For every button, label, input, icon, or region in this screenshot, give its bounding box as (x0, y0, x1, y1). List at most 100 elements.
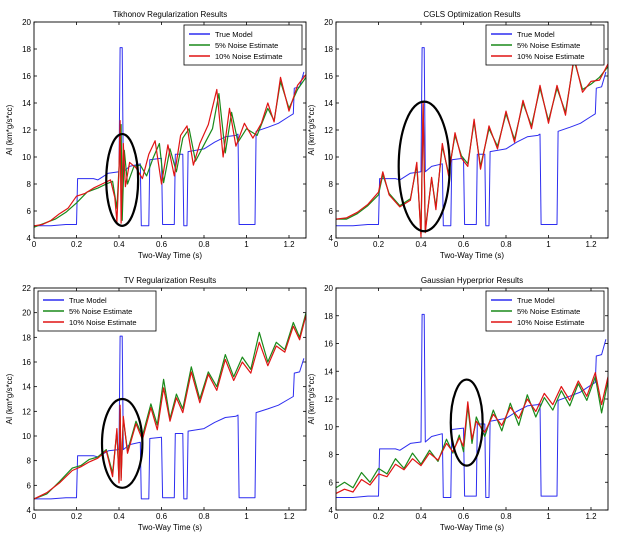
y-tick-label: 12 (324, 126, 333, 135)
legend-label: True Model (215, 30, 253, 39)
series-group (336, 313, 608, 498)
chart-3: 0 0.2 0.4 0.6 0.8 1 1.2 4 6 8 10 12 14 16 18 20 22 TV Reg… (5, 276, 307, 532)
y-tick-label: 22 (22, 284, 31, 293)
x-tick-label: 1 (546, 512, 551, 521)
chart-title: TV Regularization Results (124, 276, 216, 285)
y-tick-label: 4 (329, 234, 334, 243)
chart-4: 0 0.2 0.4 0.6 0.8 1 1.2 4 6 8 10 12 14 16 18 20 Gaussian… (307, 276, 609, 532)
highlight-ellipse (100, 397, 144, 489)
x-tick-label: 1.2 (283, 240, 295, 249)
y-tick-label: 20 (324, 18, 333, 27)
x-axis-label: Two-Way Time (s) (440, 523, 504, 532)
y-tick-label: 12 (22, 407, 31, 416)
x-tick-label: 0.8 (500, 240, 512, 249)
y-tick-label: 16 (22, 72, 31, 81)
legend-label: 5% Noise Estimate (69, 307, 132, 316)
series-line-1 (34, 47, 305, 227)
legend-label: 5% Noise Estimate (215, 41, 278, 50)
x-tick-label: 1.2 (283, 512, 295, 521)
y-axis-label: AI (km*g/s*cc) (5, 373, 14, 424)
x-tick-label: 0.2 (373, 512, 385, 521)
y-tick-label: 6 (27, 207, 32, 216)
y-tick-label: 18 (324, 45, 333, 54)
chart-title: CGLS Optimization Results (423, 10, 520, 19)
y-tick-label: 14 (324, 99, 333, 108)
y-tick-label: 16 (324, 340, 333, 349)
x-tick-label: 0 (32, 240, 37, 249)
x-tick-label: 0 (32, 512, 37, 521)
x-tick-label: 0.4 (113, 512, 125, 521)
x-tick-label: 1 (244, 512, 249, 521)
axes-frame (335, 287, 609, 511)
y-tick-label: 8 (27, 180, 32, 189)
legend-label: 10% Noise Estimate (215, 52, 283, 61)
y-tick-label: 14 (324, 367, 333, 376)
y-tick-label: 10 (22, 432, 31, 441)
x-tick-label: 0.8 (500, 512, 512, 521)
legend-label: 10% Noise Estimate (517, 318, 585, 327)
y-tick-label: 4 (27, 234, 32, 243)
y-tick-label: 10 (324, 153, 333, 162)
y-tick-label: 12 (324, 395, 333, 404)
x-tick-label: 0.8 (198, 512, 210, 521)
legend-label: True Model (517, 30, 555, 39)
x-tick-label: 0 (334, 512, 339, 521)
legend-label: True Model (517, 296, 555, 305)
chart-title: Tikhonov Regularization Results (113, 10, 227, 19)
y-tick-label: 18 (324, 312, 333, 321)
y-tick-label: 6 (329, 207, 334, 216)
series-line-3 (336, 372, 608, 494)
x-tick-label: 0.4 (415, 512, 427, 521)
x-tick-label: 0.4 (415, 240, 427, 249)
y-tick-label: 8 (27, 457, 32, 466)
series-line-2 (34, 76, 306, 228)
y-axis-label: AI (km*g/s*cc) (5, 104, 14, 155)
highlight-ellipse (397, 100, 451, 233)
x-axis-label: Two-Way Time (s) (440, 251, 504, 260)
y-tick-label: 20 (22, 18, 31, 27)
series-group (34, 312, 306, 500)
x-tick-label: 0.6 (156, 240, 168, 249)
legend-label: 5% Noise Estimate (517, 41, 580, 50)
x-axis-label: Two-Way Time (s) (138, 251, 202, 260)
x-tick-label: 1 (244, 240, 249, 249)
legend-box (485, 290, 605, 332)
y-tick-label: 4 (329, 506, 334, 515)
y-tick-label: 16 (324, 72, 333, 81)
y-axis-label: AI (km*g/s*cc) (307, 373, 316, 424)
x-tick-label: 0.6 (458, 512, 470, 521)
y-tick-label: 14 (22, 99, 31, 108)
y-tick-label: 20 (324, 284, 333, 293)
highlight-ellipse (449, 378, 484, 467)
x-tick-label: 0.2 (373, 240, 385, 249)
y-tick-label: 10 (324, 423, 333, 432)
y-tick-label: 8 (329, 451, 334, 460)
x-tick-label: 1.2 (585, 240, 597, 249)
x-tick-label: 0.2 (71, 240, 83, 249)
y-tick-label: 20 (22, 309, 31, 318)
x-tick-label: 0.4 (113, 240, 125, 249)
y-tick-label: 14 (22, 383, 31, 392)
legend: True Model 5% Noise Estimate 10% Noise Est… (485, 24, 605, 66)
legend-label: 5% Noise Estimate (517, 307, 580, 316)
series-line-3 (34, 74, 306, 227)
x-tick-label: 0.2 (71, 512, 83, 521)
series-group (34, 47, 306, 228)
chart-1: 0 0.2 0.4 0.6 0.8 1 1.2 4 6 8 10 12 14 16 18 20 Tikhonov… (5, 10, 307, 260)
x-tick-label: 0.8 (198, 240, 210, 249)
legend: True Model 5% Noise Estimate 10% Noise Est… (183, 24, 303, 66)
y-tick-label: 12 (22, 126, 31, 135)
axes-frame (33, 21, 307, 239)
axes-frame (335, 21, 609, 239)
y-tick-label: 10 (22, 153, 31, 162)
y-axis-label: AI (km*g/s*cc) (307, 104, 316, 155)
highlight-ellipse (105, 132, 140, 227)
x-tick-label: 0.6 (458, 240, 470, 249)
legend-label: 10% Noise Estimate (517, 52, 585, 61)
y-tick-label: 8 (329, 180, 334, 189)
legend-label: 10% Noise Estimate (69, 318, 137, 327)
y-tick-label: 6 (329, 478, 334, 487)
series-line-2 (34, 312, 306, 500)
y-tick-label: 4 (27, 506, 32, 515)
